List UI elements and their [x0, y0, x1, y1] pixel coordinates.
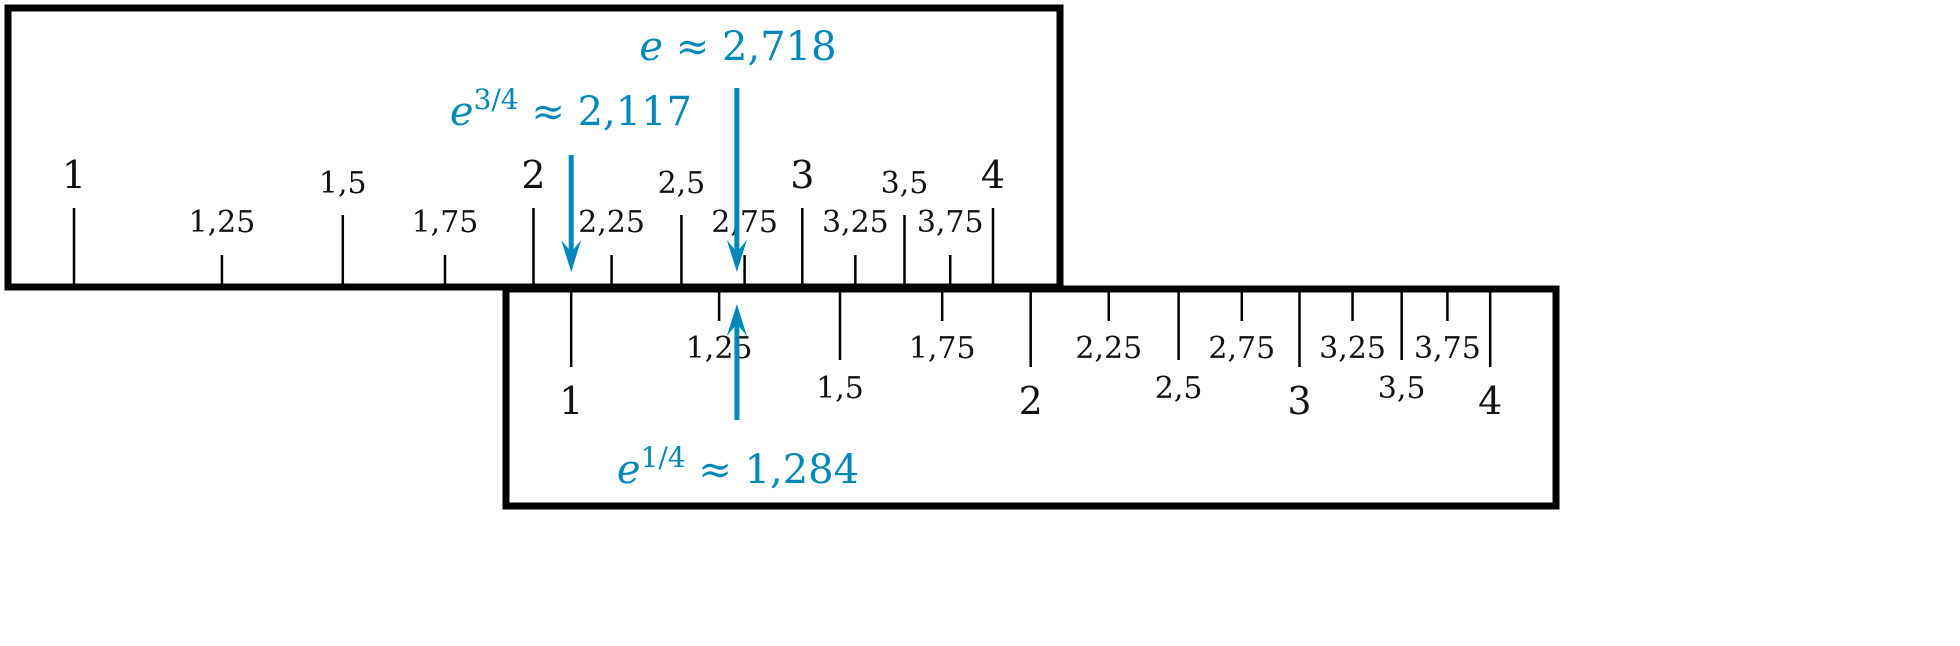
top-tick-label: 1,75: [412, 205, 479, 240]
top-tick-label: 3: [790, 153, 814, 197]
top-tick-label: 1,25: [189, 205, 256, 240]
arrow-e-head: [726, 240, 747, 272]
top-tick-label: 4: [981, 153, 1005, 197]
bottom-tick-label: 3,25: [1319, 331, 1386, 366]
top-tick-label: 1,5: [319, 166, 367, 201]
bottom-tick-label: 4: [1478, 379, 1502, 423]
bottom-tick-label: 1: [559, 379, 583, 423]
bottom-tick-label: 2: [1019, 379, 1043, 423]
bottom-tick-label: 3,75: [1414, 331, 1481, 366]
bottom-tick-label: 3: [1287, 379, 1311, 423]
bottom-tick-label: 1,5: [816, 371, 864, 406]
annotation-e-3-4: e3/4 ≈ 2,117: [450, 83, 692, 135]
bottom-tick-label: 1,75: [909, 331, 976, 366]
arrow-e-1-4-head: [726, 304, 747, 336]
top-tick-label: 2,25: [578, 205, 645, 240]
annotation-e: e ≈ 2,718: [639, 24, 836, 70]
arrow-e-3-4-head: [561, 240, 582, 272]
top-tick-label: 1: [62, 153, 86, 197]
bottom-tick-label: 2,75: [1208, 331, 1275, 366]
annotation-e-1-4: e1/4 ≈ 1,284: [617, 441, 859, 493]
top-tick-label: 3,75: [917, 205, 984, 240]
bottom-tick-label: 3,5: [1378, 371, 1426, 406]
bottom-rule: [502, 285, 1560, 510]
bottom-tick-label: 2,25: [1075, 331, 1142, 366]
bottom-tick-label: 2,5: [1155, 371, 1203, 406]
top-tick-label: 2,5: [658, 166, 706, 201]
top-tick-label: 3,25: [822, 205, 889, 240]
top-tick-label: 2: [521, 153, 545, 197]
top-tick-label: 3,5: [881, 166, 929, 201]
bottom-tick-label: 1,25: [686, 331, 753, 366]
top-tick-label: 2,75: [711, 205, 778, 240]
